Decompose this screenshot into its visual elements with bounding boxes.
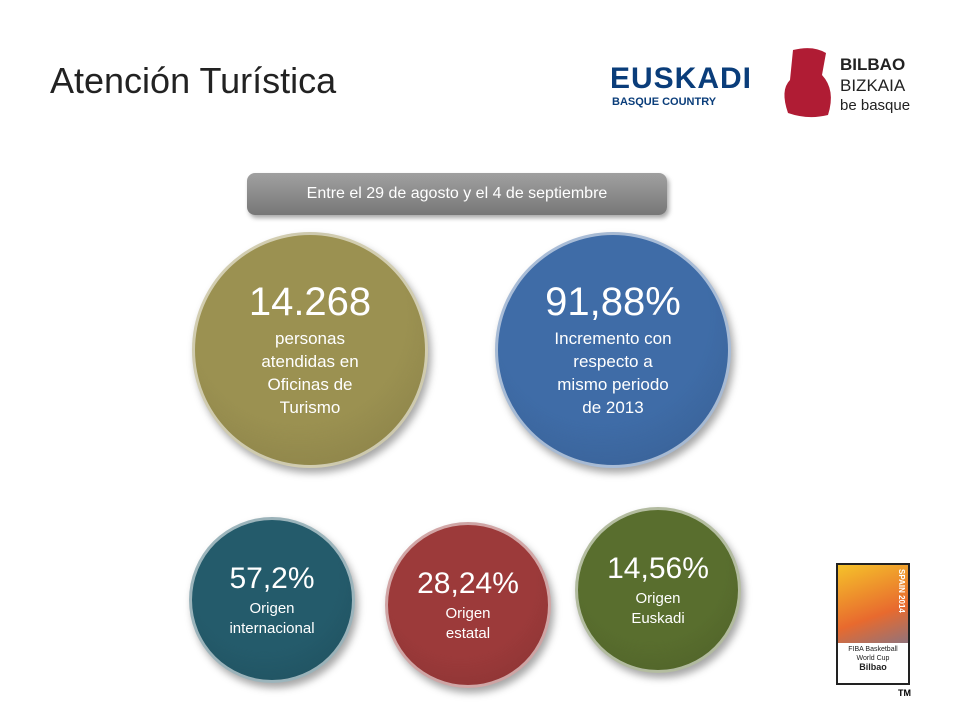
stat-value: 14.268 <box>248 280 372 325</box>
title: Atención Turística <box>50 60 337 101</box>
stat-label: Turismo <box>279 397 341 417</box>
fiba-logo: SPAIN 2014 FIBA Basketball World Cup Bilba… <box>836 563 910 685</box>
stat-circle: 28,24% Origen estatal <box>385 522 551 688</box>
bilbao-logo: BILBAO <box>840 55 906 74</box>
fiba-line: World Cup <box>856 655 890 662</box>
stat-label: estatal <box>445 624 491 642</box>
fiba-line: FIBA Basketball <box>848 646 898 653</box>
fiba-text: FIBA Basketball World Cup Bilbao <box>838 643 908 683</box>
stat-circle: 14.268 personas atendidas en Oficinas de Tur… <box>192 232 428 468</box>
stat-circle: 91,88% Incremento con respecto a mismo peri… <box>495 232 731 468</box>
bizkaia-icon <box>784 48 831 118</box>
stat-label: personas <box>275 329 345 349</box>
stat-label: mismo periodo <box>557 375 669 394</box>
fiba-top: SPAIN 2014 <box>897 569 906 613</box>
stat-circle: 14,56% Origen Euskadi <box>575 507 741 673</box>
euskadi-logo: EUSKADI <box>610 62 753 95</box>
stat-label: Origen <box>635 590 681 607</box>
stat-label: Oficinas de <box>267 375 353 394</box>
stat-value: 28,24% <box>417 567 519 600</box>
stat-value: 57,2% <box>229 562 315 595</box>
stat-circle: 57,2% Origen internacional <box>189 517 355 683</box>
stat-label: respecto a <box>573 352 653 372</box>
date-banner: Entre el 29 de agosto y el 4 de septiemb… <box>247 173 667 215</box>
fiba-city: Bilbao <box>859 662 887 672</box>
stat-label: Origen <box>445 605 491 622</box>
stat-label: atendidas en <box>261 352 359 372</box>
stat-label: internacional <box>229 619 315 637</box>
stat-value: 91,88% <box>545 280 681 325</box>
stat-value: 14,56% <box>607 552 709 585</box>
euskadi-sub: BASQUE COUNTRY <box>612 96 717 108</box>
be-basque: be basque <box>840 97 911 114</box>
stat-label: Incremento con <box>554 329 672 349</box>
tm: TM <box>898 688 911 698</box>
bizkaia-logo: BIZKAIA <box>840 76 906 95</box>
stat-label: Origen <box>249 600 295 617</box>
stat-label: Euskadi <box>631 609 685 627</box>
stat-label: de 2013 <box>582 397 644 417</box>
